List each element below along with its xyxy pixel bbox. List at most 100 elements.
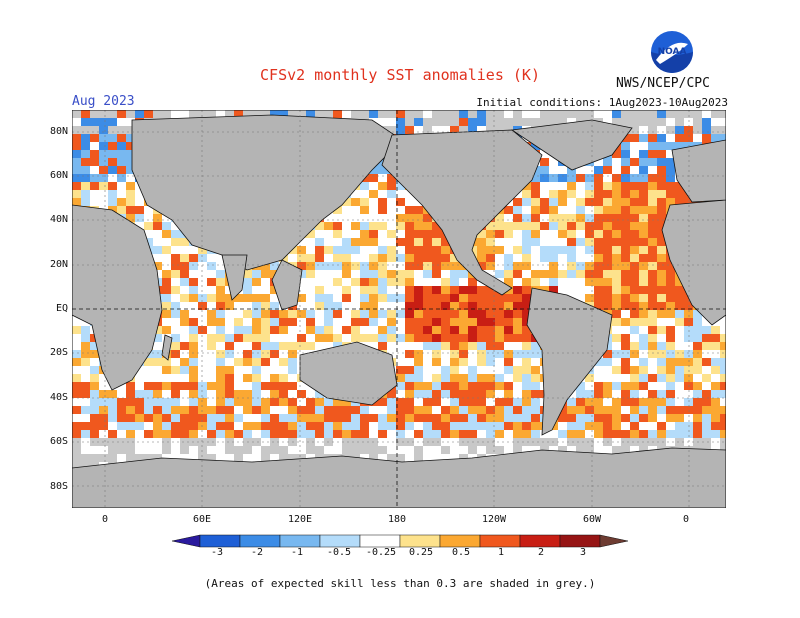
anomaly-cell [423, 358, 432, 366]
anomaly-cell [495, 406, 504, 414]
lat-label-60n: 60N [49, 170, 68, 181]
anomaly-cell [135, 438, 144, 446]
anomaly-cell [315, 326, 324, 334]
anomaly-cell [621, 406, 630, 414]
anomaly-cell [567, 238, 576, 246]
anomaly-cell [612, 318, 621, 326]
anomaly-cell [684, 342, 693, 350]
anomaly-cell [90, 110, 99, 118]
anomaly-cell [162, 406, 171, 414]
anomaly-cell [72, 398, 81, 406]
anomaly-cell [243, 318, 252, 326]
anomaly-cell [522, 334, 531, 342]
anomaly-cell [423, 110, 432, 118]
anomaly-cell [423, 390, 432, 398]
anomaly-cell [711, 398, 720, 406]
anomaly-cell [396, 294, 405, 302]
anomaly-cell [396, 302, 405, 310]
anomaly-cell [522, 342, 531, 350]
anomaly-cell [306, 278, 315, 286]
anomaly-cell [414, 382, 423, 390]
anomaly-cell [90, 118, 99, 126]
anomaly-cell [621, 262, 630, 270]
anomaly-cell [90, 446, 99, 454]
anomaly-cell [342, 406, 351, 414]
anomaly-cell [477, 238, 486, 246]
anomaly-cell [477, 126, 486, 134]
anomaly-cell [522, 318, 531, 326]
anomaly-cell [648, 262, 657, 270]
anomaly-cell [216, 366, 225, 374]
anomaly-cell [630, 286, 639, 294]
anomaly-cell [459, 318, 468, 326]
anomaly-cell [315, 390, 324, 398]
anomaly-cell [153, 246, 162, 254]
anomaly-cell [72, 350, 81, 358]
anomaly-cell [621, 254, 630, 262]
anomaly-cell [648, 334, 657, 342]
anomaly-cell [684, 398, 693, 406]
anomaly-cell [198, 406, 207, 414]
anomaly-cell [153, 222, 162, 230]
anomaly-cell [288, 454, 297, 462]
anomaly-cell [567, 430, 576, 438]
anomaly-cell [684, 334, 693, 342]
anomaly-cell [342, 222, 351, 230]
anomaly-cell [261, 294, 270, 302]
anomaly-cell [675, 182, 684, 190]
anomaly-cell [630, 254, 639, 262]
anomaly-cell [162, 390, 171, 398]
anomaly-cell [378, 110, 387, 118]
anomaly-cell [711, 438, 720, 446]
anomaly-cell [630, 158, 639, 166]
anomaly-cell [234, 318, 243, 326]
anomaly-cell [306, 302, 315, 310]
anomaly-cell [666, 366, 675, 374]
anomaly-cell [504, 350, 513, 358]
anomaly-cell [216, 406, 225, 414]
anomaly-cell [297, 446, 306, 454]
anomaly-cell [288, 254, 297, 262]
anomaly-cell [666, 158, 675, 166]
anomaly-cell [306, 246, 315, 254]
footnote: (Areas of expected skill less than 0.3 a… [204, 577, 596, 590]
anomaly-cell [171, 222, 180, 230]
lon-label-0: 0 [101, 514, 109, 525]
anomaly-cell [216, 422, 225, 430]
anomaly-cell [675, 326, 684, 334]
anomaly-cell [468, 374, 477, 382]
anomaly-cell [351, 406, 360, 414]
anomaly-cell [243, 454, 252, 462]
anomaly-cell [261, 406, 270, 414]
anomaly-cell [495, 126, 504, 134]
anomaly-cell [387, 334, 396, 342]
anomaly-cell [657, 294, 666, 302]
anomaly-cell [198, 446, 207, 454]
anomaly-cell [396, 262, 405, 270]
anomaly-cell [594, 270, 603, 278]
anomaly-cell [639, 398, 648, 406]
anomaly-cell [567, 286, 576, 294]
colorbar-tick: -2 [250, 547, 264, 558]
anomaly-cell [90, 126, 99, 134]
anomaly-cell [621, 214, 630, 222]
anomaly-cell [621, 158, 630, 166]
anomaly-cell [108, 150, 117, 158]
anomaly-cell [396, 230, 405, 238]
anomaly-cell [135, 414, 144, 422]
anomaly-cell [207, 342, 216, 350]
anomaly-cell [216, 318, 225, 326]
anomaly-cell [270, 358, 279, 366]
anomaly-cell [486, 398, 495, 406]
anomaly-cell [621, 198, 630, 206]
anomaly-cell [540, 214, 549, 222]
anomaly-cell [684, 310, 693, 318]
anomaly-cell [90, 358, 99, 366]
anomaly-cell [234, 414, 243, 422]
anomaly-cell [639, 190, 648, 198]
anomaly-cell [108, 454, 117, 462]
anomaly-cell [252, 350, 261, 358]
anomaly-cell [567, 270, 576, 278]
map-title: CFSv2 monthly SST anomalies (K) [260, 66, 540, 84]
anomaly-cell [612, 190, 621, 198]
